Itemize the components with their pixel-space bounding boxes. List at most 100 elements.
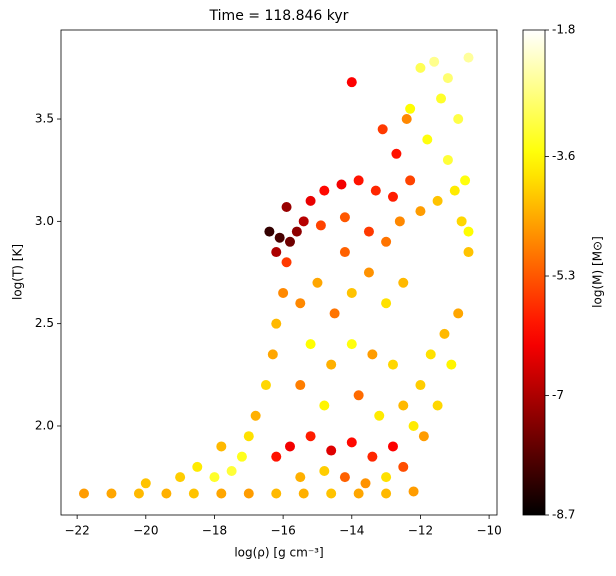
point	[281, 202, 292, 213]
x-tick-label: −16	[270, 524, 295, 538]
point	[453, 308, 464, 319]
point	[339, 247, 350, 258]
x-tick-label: −18	[202, 524, 227, 538]
point	[381, 298, 392, 309]
point	[418, 431, 429, 442]
colorbar	[522, 29, 546, 516]
point	[408, 420, 419, 431]
point	[460, 175, 471, 186]
point	[175, 472, 186, 483]
point	[264, 226, 275, 237]
point	[192, 461, 203, 472]
point	[326, 445, 337, 456]
point	[442, 73, 453, 84]
point	[381, 472, 392, 483]
point	[312, 277, 323, 288]
point	[260, 380, 271, 391]
point	[339, 212, 350, 223]
point	[449, 185, 460, 196]
point	[298, 216, 309, 227]
point	[209, 472, 220, 483]
y-tick-label: 3.5	[35, 112, 54, 126]
y-axis-label: log(T) [K]	[11, 244, 25, 300]
y-tick-label: 3.0	[35, 214, 54, 228]
point	[271, 247, 282, 258]
point	[295, 472, 306, 483]
y-tick-label: 2.5	[35, 316, 54, 330]
point	[243, 488, 254, 499]
point	[284, 236, 295, 247]
point	[377, 124, 388, 135]
point	[408, 486, 419, 497]
point	[436, 93, 447, 104]
point	[353, 488, 364, 499]
point	[188, 488, 199, 499]
point	[453, 114, 464, 125]
point	[274, 232, 285, 243]
x-tick-label: −10	[476, 524, 501, 538]
point	[278, 287, 289, 298]
point	[319, 185, 330, 196]
points	[79, 52, 474, 499]
point	[425, 349, 436, 360]
point	[284, 441, 295, 452]
point	[346, 437, 357, 448]
point	[346, 287, 357, 298]
x-tick-label: −14	[339, 524, 364, 538]
colorbar-label: log(M) [M⊙]	[591, 236, 605, 308]
point	[79, 488, 90, 499]
point	[140, 478, 151, 489]
point	[236, 451, 247, 462]
colorbar-tick-label: -8.7	[552, 508, 575, 522]
point	[405, 175, 416, 186]
point	[439, 328, 450, 339]
colorbar-tick-label: -3.6	[552, 149, 575, 163]
point	[456, 216, 467, 227]
point	[374, 410, 385, 421]
x-tick-label: −20	[133, 524, 158, 538]
point	[463, 226, 474, 237]
point	[387, 191, 398, 202]
point	[401, 114, 412, 125]
point	[243, 431, 254, 442]
point	[381, 488, 392, 499]
point	[305, 195, 316, 206]
point	[432, 400, 443, 411]
point	[319, 466, 330, 477]
point	[250, 410, 261, 421]
point	[363, 267, 374, 278]
x-tick-label: −22	[64, 524, 89, 538]
point	[415, 206, 426, 217]
plot-frame	[60, 29, 498, 516]
point	[360, 478, 371, 489]
point	[295, 380, 306, 391]
point	[367, 451, 378, 462]
colorbar-tick-label: -1.8	[552, 23, 575, 37]
point	[226, 466, 237, 477]
point	[216, 488, 227, 499]
point	[398, 400, 409, 411]
point	[161, 488, 172, 499]
x-tick-label: −12	[408, 524, 433, 538]
point	[391, 148, 402, 159]
point	[415, 380, 426, 391]
chart-title: Time = 118.846 kyr	[209, 8, 349, 24]
point	[346, 77, 357, 88]
point	[422, 134, 433, 145]
colorbar-tick-label: -7	[552, 388, 564, 402]
point	[415, 62, 426, 73]
point	[442, 154, 453, 165]
point	[353, 175, 364, 186]
point	[271, 318, 282, 329]
point	[336, 179, 347, 190]
y-tick-label: 2.0	[35, 418, 54, 432]
point	[367, 349, 378, 360]
point	[432, 195, 443, 206]
point	[315, 220, 326, 231]
point	[339, 472, 350, 483]
point	[463, 247, 474, 258]
point	[271, 488, 282, 499]
point	[326, 359, 337, 370]
point	[281, 257, 292, 268]
colorbar-tick-label: -5.3	[552, 269, 575, 283]
